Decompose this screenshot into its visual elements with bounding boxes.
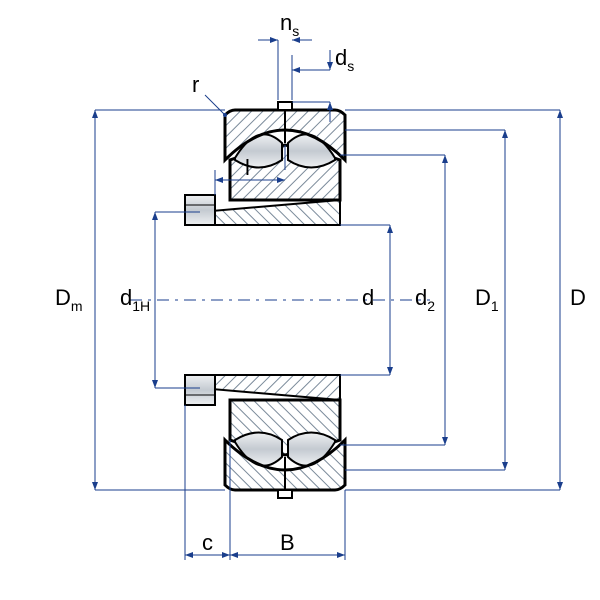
label-d2: d2 — [415, 285, 435, 314]
label-d: d — [362, 285, 374, 310]
section-top — [185, 102, 345, 225]
label-c: c — [202, 530, 213, 555]
label-l: l — [245, 155, 250, 180]
label-Dm: Dm — [55, 285, 83, 314]
label-B: B — [280, 530, 295, 555]
label-D1: D1 — [475, 285, 499, 314]
label-ns: ns — [280, 10, 299, 39]
label-ds: ds — [335, 45, 354, 74]
section-bottom — [185, 375, 345, 498]
bearing-diagram: ns ds r Dm d1H l d d2 D1 D c B — [0, 0, 600, 600]
label-r: r — [192, 72, 199, 97]
label-d1H: d1H — [120, 285, 150, 314]
label-D: D — [570, 285, 586, 310]
